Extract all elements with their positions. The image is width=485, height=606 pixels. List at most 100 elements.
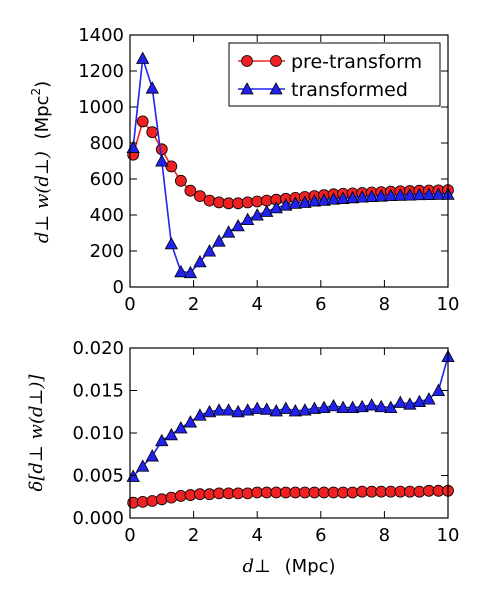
- bottom-point-series-1: [240, 403, 255, 416]
- legend-entry-transformed: transformed: [238, 79, 408, 101]
- bottom-point-series-0: [155, 493, 168, 506]
- bottom-point-series-1: [193, 408, 207, 421]
- top-point-transformed: [240, 212, 255, 226]
- bottom-point-series-1: [145, 449, 159, 462]
- top-point-transformed: [393, 188, 407, 201]
- top-point-transformed: [250, 208, 264, 221]
- top-xtick-label: 8: [379, 294, 390, 315]
- bottom-point-series-1: [231, 404, 245, 418]
- top-ytick-label: 1000: [78, 97, 124, 118]
- bottom-point-series-1: [155, 433, 169, 447]
- bottom-series-layer: [126, 349, 455, 509]
- bottom-ytick-label: 0.015: [72, 381, 124, 402]
- bottom-xlabel: d⊥ (Mpc): [242, 556, 335, 577]
- legend-label-pre-transform: pre-transform: [291, 51, 422, 73]
- top-point-transformed: [345, 190, 360, 204]
- bottom-point-series-1: [393, 395, 407, 408]
- bottom-point-series-1: [260, 402, 274, 415]
- bottom-point-series-1: [307, 401, 322, 414]
- top-point-transformed: [336, 191, 350, 204]
- top-point-transformed: [202, 244, 217, 257]
- top-point-transformed: [260, 204, 274, 217]
- bottom-xtick-label: 8: [379, 525, 390, 546]
- bottom-xtick-label: 2: [188, 525, 199, 546]
- bottom-ytick-label: 0.005: [72, 466, 124, 487]
- bottom-xtick-label: 6: [315, 525, 326, 546]
- top-ytick-label: 800: [90, 133, 124, 154]
- top-point-transformed: [145, 81, 159, 94]
- bottom-point-series-1: [355, 399, 369, 413]
- legend: pre-transform transformed: [228, 42, 441, 107]
- bottom-point-series-1: [174, 421, 188, 434]
- top-point-transformed: [193, 254, 207, 268]
- top-line-transformed: [132, 58, 448, 274]
- bottom-point-series-1: [279, 401, 293, 414]
- bottom-point-series-1: [365, 398, 379, 411]
- bottom-ytick-label: 0.020: [72, 338, 124, 359]
- bottom-point-series-1: [298, 403, 312, 416]
- bottom-point-series-1: [422, 392, 436, 405]
- bottom-ticks: 0 2 4 6 8 10 0.000 0.005 0.010 0.015 0.020: [72, 338, 459, 546]
- top-point-pre-transform: [194, 190, 206, 203]
- top-point-transformed: [403, 188, 417, 201]
- bottom-point-series-1: [288, 404, 303, 417]
- bottom-panel: 0 2 4 6 8 10 0.000 0.005 0.010 0.015 0.020 δ[d⊥ w(…: [26, 338, 459, 577]
- bottom-xtick-label: 0: [124, 525, 135, 546]
- bottom-ylabel: δ[d⊥ w(d⊥)]: [26, 374, 47, 492]
- legend-entry-pre-transform: pre-transform: [238, 51, 422, 73]
- bottom-ytick-label: 0.000: [72, 508, 124, 529]
- legend-marker-pre-transform: [270, 55, 282, 67]
- top-point-pre-transform: [146, 126, 159, 139]
- bottom-ytick-label: 0.010: [72, 423, 124, 444]
- top-point-transformed: [298, 195, 312, 208]
- bottom-point-series-1: [336, 400, 350, 414]
- top-point-transformed: [155, 154, 169, 167]
- legend-label-transformed: transformed: [291, 79, 408, 101]
- top-ytick-label: 600: [90, 169, 124, 190]
- top-point-transformed: [365, 189, 379, 202]
- top-xtick-label: 4: [251, 294, 262, 315]
- top-point-transformed: [307, 194, 322, 207]
- bottom-point-series-1: [250, 401, 264, 414]
- top-ylabel-unit-close: ): [32, 81, 53, 88]
- bottom-point-series-0: [146, 495, 159, 507]
- legend-marker-pre-transform: [241, 55, 253, 67]
- bottom-point-series-1: [202, 404, 217, 418]
- top-ticks: 0 2 4 6 8 10 0 200 400 600 800 1000 1200 1400: [78, 25, 459, 315]
- top-point-transformed: [431, 187, 446, 200]
- bottom-point-series-1: [317, 400, 331, 414]
- bottom-point-series-1: [374, 399, 388, 413]
- top-point-transformed: [212, 234, 226, 247]
- top-point-pre-transform: [184, 184, 197, 197]
- bottom-xlabel-math: d⊥: [242, 556, 270, 577]
- top-point-transformed: [231, 218, 245, 232]
- top-panel: 0 2 4 6 8 10 0 200 400 600 800 1000 1200 1400 d⊥ w(d⊥…: [29, 25, 459, 315]
- top-point-pre-transform: [155, 143, 168, 156]
- legend-box: [228, 42, 441, 107]
- bottom-point-series-1: [384, 400, 398, 414]
- top-point-transformed: [374, 189, 388, 202]
- bottom-point-series-1: [326, 398, 341, 412]
- top-point-transformed: [412, 187, 427, 201]
- bottom-point-series-1: [221, 403, 236, 416]
- top-point-transformed: [288, 196, 303, 209]
- legend-marker-transformed: [269, 82, 283, 95]
- bottom-point-series-1: [403, 397, 417, 410]
- top-point-transformed: [183, 265, 198, 279]
- top-xtick-label: 2: [188, 294, 199, 315]
- top-xtick-label: 10: [437, 294, 460, 315]
- top-ytick-label: 1200: [78, 61, 124, 82]
- top-point-transformed: [269, 200, 283, 214]
- legend-marker-transformed: [240, 82, 254, 95]
- top-ylabel-unit-sup: 2: [29, 88, 43, 96]
- top-ytick-label: 1400: [78, 25, 124, 46]
- top-point-pre-transform: [174, 174, 187, 187]
- top-xtick-label: 0: [124, 294, 135, 315]
- bottom-line-series-1: [132, 356, 449, 477]
- bottom-point-series-1: [212, 403, 226, 416]
- top-point-pre-transform: [136, 115, 149, 128]
- bottom-point-series-1: [345, 400, 360, 414]
- top-point-transformed: [174, 264, 188, 278]
- bottom-point-series-1: [136, 459, 150, 472]
